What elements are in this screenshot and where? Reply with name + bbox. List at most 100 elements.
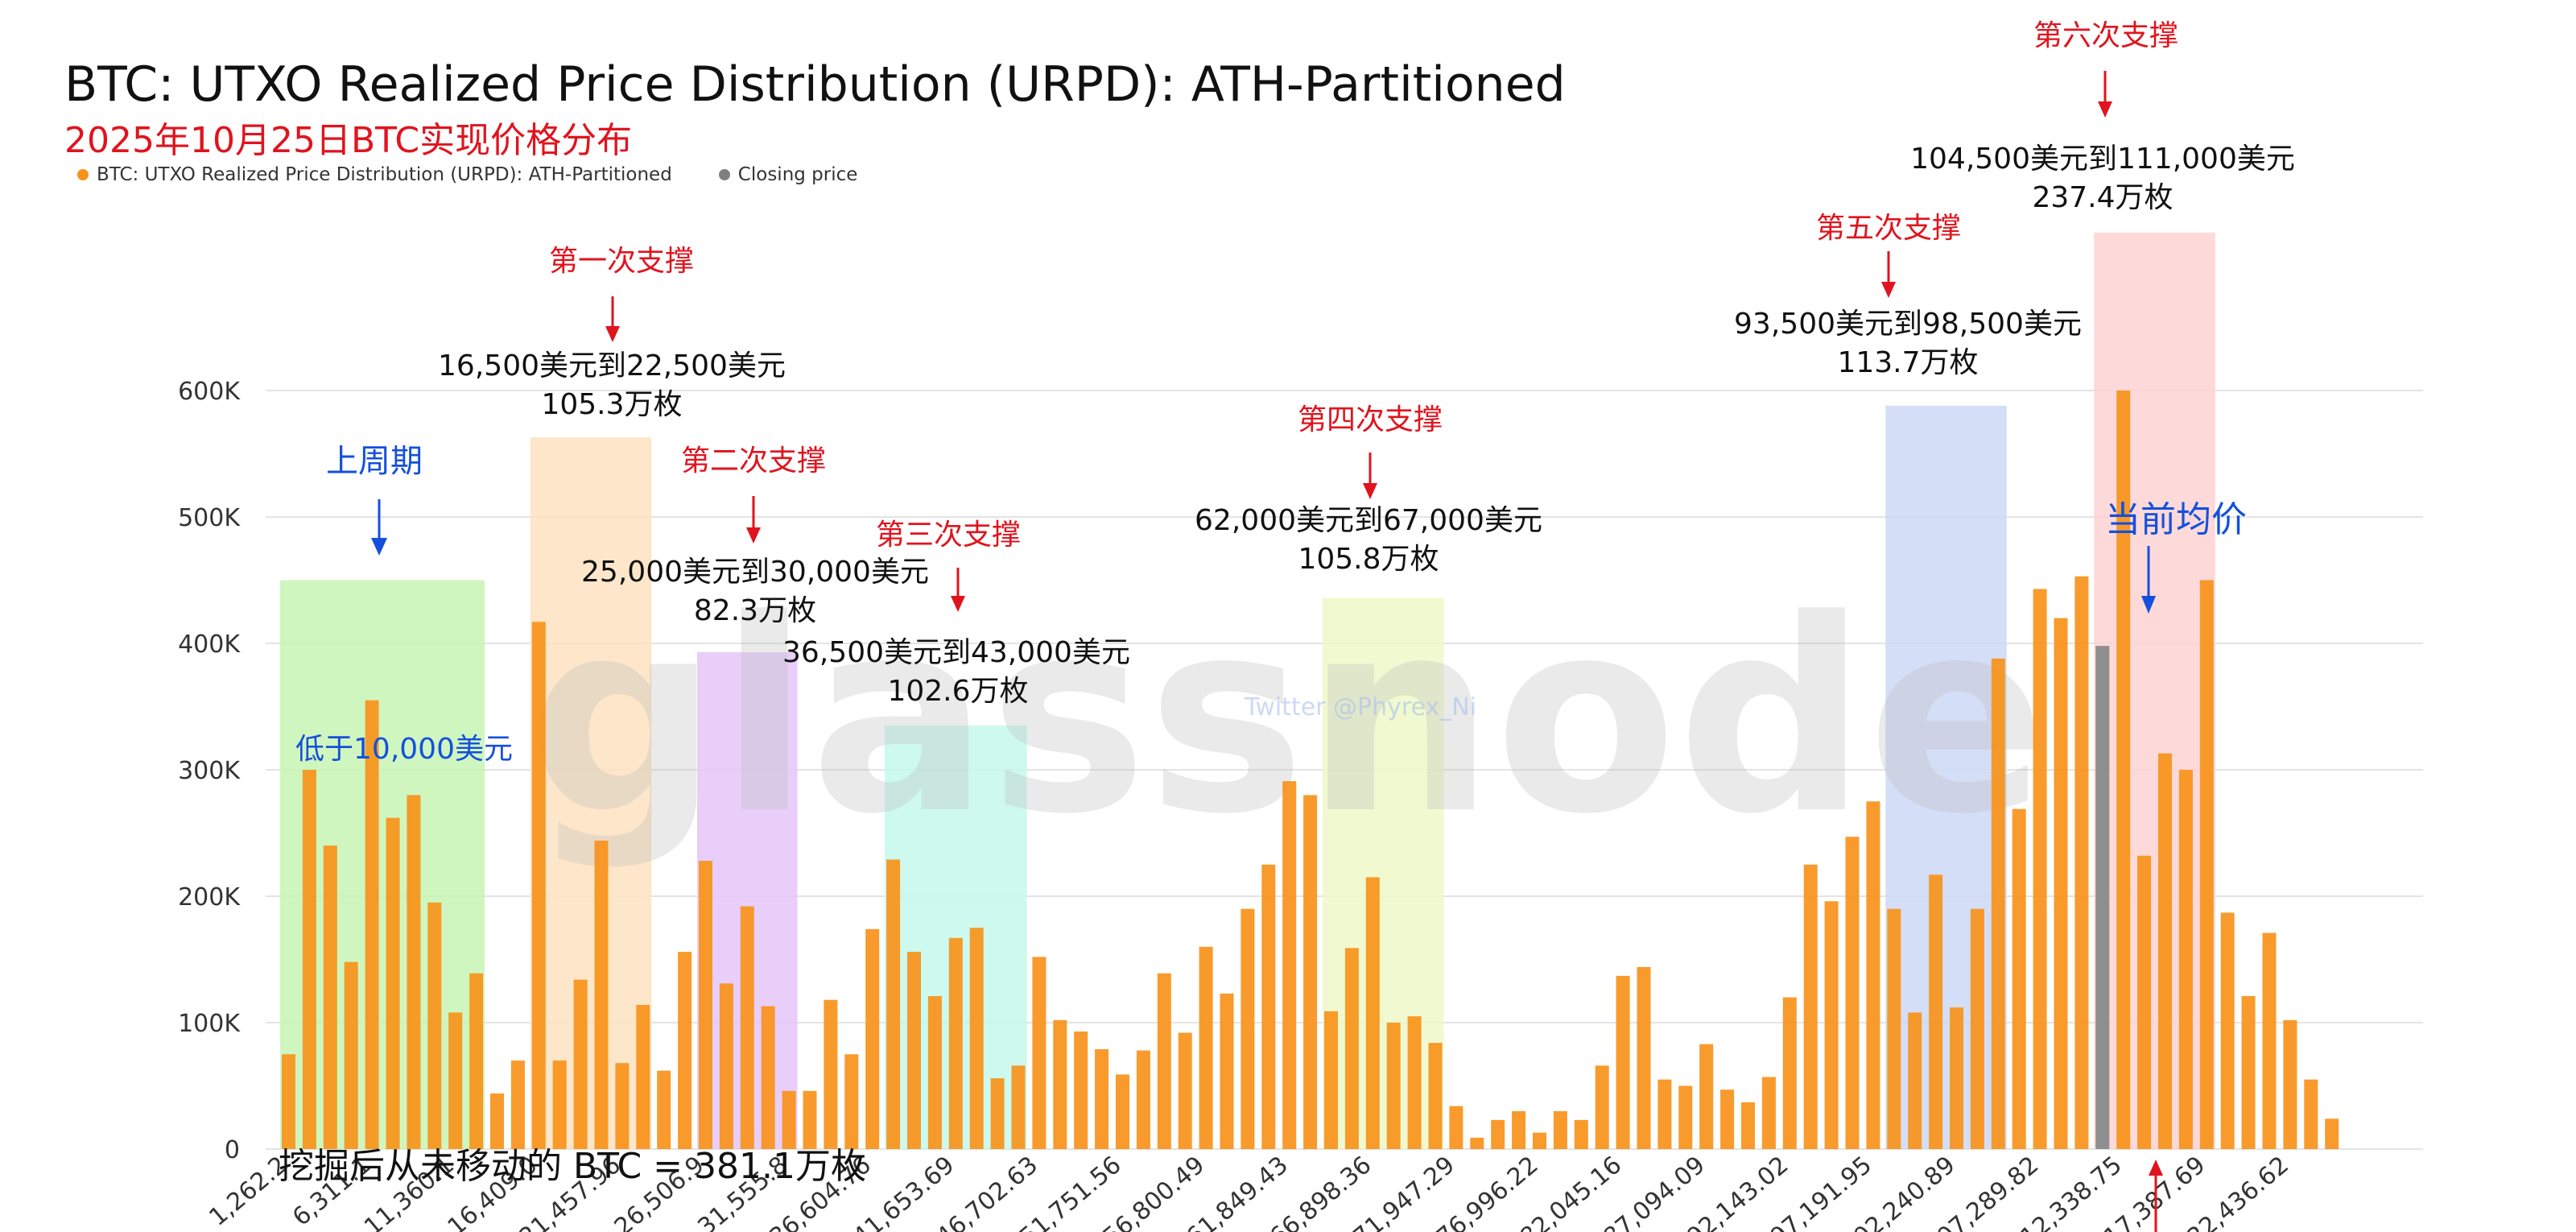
urpd-bar[interactable]: [969, 928, 984, 1149]
urpd-bar[interactable]: [1866, 801, 1880, 1149]
urpd-bar[interactable]: [1845, 837, 1860, 1149]
urpd-bar[interactable]: [1699, 1044, 1714, 1149]
urpd-bar[interactable]: [1512, 1110, 1526, 1149]
urpd-bar[interactable]: [2304, 1079, 2318, 1149]
urpd-bar[interactable]: [344, 961, 358, 1149]
urpd-bar[interactable]: [2325, 1118, 2339, 1149]
urpd-bar[interactable]: [1053, 1019, 1067, 1149]
urpd-bar[interactable]: [678, 952, 692, 1149]
urpd-bar[interactable]: [1761, 1077, 1776, 1149]
urpd-bar[interactable]: [699, 861, 712, 1149]
urpd-bar[interactable]: [1095, 1048, 1109, 1149]
urpd-bar[interactable]: [1637, 966, 1651, 1149]
urpd-bar[interactable]: [427, 902, 442, 1149]
legend-item-urpd[interactable]: BTC: UTXO Realized Price Distribution (U…: [77, 164, 672, 185]
urpd-bar[interactable]: [844, 1054, 859, 1149]
urpd-bar[interactable]: [1261, 864, 1276, 1149]
urpd-bar[interactable]: [552, 1060, 567, 1149]
urpd-bar[interactable]: [1324, 1011, 1338, 1149]
urpd-bar[interactable]: [782, 1090, 796, 1149]
urpd-bar[interactable]: [1929, 874, 1943, 1149]
urpd-bar[interactable]: [1344, 948, 1359, 1149]
urpd-bar[interactable]: [407, 795, 421, 1149]
urpd-bar[interactable]: [1470, 1137, 1484, 1149]
urpd-bar[interactable]: [1428, 1043, 1443, 1149]
urpd-bar[interactable]: [1657, 1079, 1672, 1149]
urpd-bar[interactable]: [448, 1012, 463, 1149]
urpd-bar[interactable]: [1407, 1016, 1422, 1149]
urpd-bar[interactable]: [1678, 1085, 1693, 1150]
urpd-bar[interactable]: [1032, 957, 1046, 1149]
urpd-bar[interactable]: [990, 1078, 1005, 1149]
urpd-bar[interactable]: [282, 1054, 295, 1149]
urpd-bar[interactable]: [740, 906, 754, 1149]
urpd-bar[interactable]: [803, 1090, 817, 1149]
urpd-bar[interactable]: [1595, 1065, 1609, 1149]
urpd-bar[interactable]: [1887, 908, 1901, 1149]
urpd-bar[interactable]: [1449, 1106, 1463, 1149]
urpd-bar[interactable]: [719, 983, 733, 1149]
urpd-bar[interactable]: [1241, 908, 1255, 1149]
closing-price-bar[interactable]: [2095, 646, 2110, 1149]
urpd-bar[interactable]: [1074, 1031, 1088, 1149]
urpd-bar[interactable]: [2262, 932, 2277, 1149]
urpd-bar[interactable]: [1011, 1065, 1026, 1149]
urpd-bar[interactable]: [1282, 781, 1297, 1149]
urpd-bar[interactable]: [594, 840, 609, 1149]
urpd-bar[interactable]: [1386, 1023, 1401, 1149]
urpd-bar[interactable]: [1553, 1110, 1567, 1149]
urpd-bar[interactable]: [1616, 975, 1630, 1149]
urpd-bar[interactable]: [2033, 589, 2047, 1149]
urpd-bar[interactable]: [1365, 877, 1380, 1149]
urpd-bar[interactable]: [1720, 1089, 1735, 1149]
urpd-bar[interactable]: [2074, 576, 2089, 1149]
urpd-bar[interactable]: [2241, 996, 2256, 1149]
urpd-bar[interactable]: [2178, 770, 2193, 1149]
urpd-bar[interactable]: [1157, 973, 1171, 1149]
urpd-bar[interactable]: [948, 937, 963, 1149]
urpd-bar[interactable]: [1741, 1102, 1755, 1149]
urpd-bar[interactable]: [657, 1070, 671, 1149]
legend-item-closing-price[interactable]: Closing price: [718, 164, 857, 185]
urpd-bar[interactable]: [510, 1060, 525, 1149]
urpd-bar[interactable]: [2220, 912, 2235, 1149]
urpd-bar[interactable]: [1908, 1012, 1922, 1149]
urpd-bar[interactable]: [386, 817, 400, 1149]
urpd-bar[interactable]: [531, 622, 546, 1149]
urpd-bar[interactable]: [1303, 795, 1318, 1149]
urpd-bar[interactable]: [927, 996, 942, 1149]
urpd-bar[interactable]: [1574, 1119, 1588, 1149]
urpd-bar[interactable]: [636, 1005, 650, 1149]
urpd-bar[interactable]: [573, 979, 588, 1149]
urpd-bar[interactable]: [2116, 391, 2131, 1149]
urpd-bar[interactable]: [302, 770, 316, 1149]
urpd-bar[interactable]: [886, 859, 901, 1149]
urpd-bar[interactable]: [1220, 993, 1234, 1149]
urpd-bar[interactable]: [2158, 753, 2172, 1149]
urpd-bar[interactable]: [2199, 580, 2214, 1150]
urpd-bar[interactable]: [1136, 1050, 1150, 1149]
urpd-bar[interactable]: [1178, 1032, 1192, 1149]
urpd-bar[interactable]: [1491, 1119, 1505, 1149]
urpd-bar[interactable]: [907, 952, 921, 1149]
urpd-bar[interactable]: [1824, 901, 1839, 1149]
urpd-bar[interactable]: [1970, 908, 1984, 1149]
urpd-bar[interactable]: [865, 928, 880, 1149]
urpd-bar[interactable]: [824, 999, 838, 1149]
urpd-bar[interactable]: [2137, 855, 2152, 1149]
urpd-bar[interactable]: [469, 973, 484, 1149]
urpd-bar[interactable]: [1991, 658, 2005, 1149]
urpd-bar[interactable]: [323, 845, 337, 1149]
urpd-bar[interactable]: [2283, 1019, 2297, 1149]
urpd-bar[interactable]: [1803, 864, 1818, 1149]
urpd-bar[interactable]: [1533, 1132, 1546, 1149]
urpd-bar[interactable]: [2012, 808, 2026, 1149]
urpd-bar[interactable]: [1782, 997, 1797, 1149]
urpd-bar[interactable]: [1950, 1007, 1963, 1149]
urpd-bar[interactable]: [761, 1006, 775, 1149]
urpd-bar[interactable]: [490, 1093, 504, 1149]
urpd-bar[interactable]: [365, 700, 379, 1149]
urpd-bar[interactable]: [1116, 1074, 1129, 1149]
urpd-bar[interactable]: [1199, 946, 1213, 1149]
urpd-bar[interactable]: [2054, 618, 2068, 1149]
